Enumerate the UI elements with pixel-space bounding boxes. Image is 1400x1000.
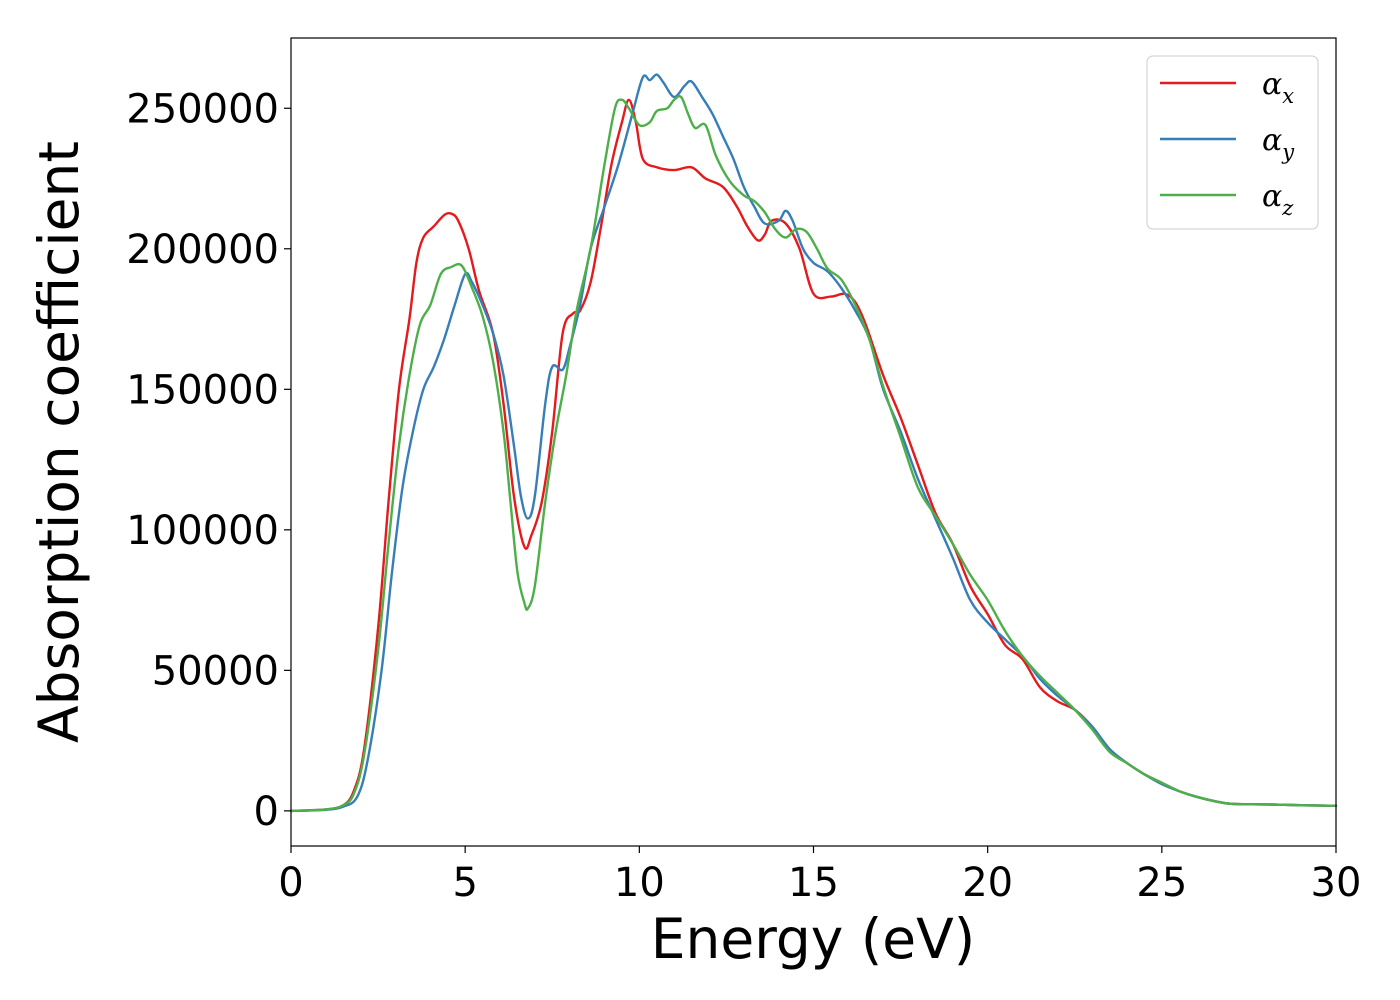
x-axis-title: Energy (eV): [651, 907, 975, 971]
legend-label-z: αz: [1262, 179, 1294, 220]
y-tick-label: 150000: [126, 367, 279, 413]
series-line-z: [289, 95, 1338, 813]
series-line-y: [289, 73, 1338, 813]
y-tick-label: 250000: [126, 86, 279, 132]
x-tick-label: 15: [788, 860, 839, 906]
x-tick-label: 5: [452, 860, 477, 906]
x-tick-label: 10: [614, 860, 665, 906]
x-axis-ticks: 0 5 10 15 20 25 30: [278, 846, 1361, 906]
legend-label-y: αy: [1262, 123, 1295, 164]
y-axis-ticks: 0 50000 100000 150000 200000 250000: [126, 86, 291, 835]
x-tick-label: 20: [962, 860, 1013, 906]
legend-label-x: αx: [1262, 67, 1294, 108]
series-line-x: [289, 98, 1338, 813]
x-tick-label: 25: [1136, 860, 1187, 906]
y-tick-label: 200000: [126, 227, 279, 273]
y-tick-label: 50000: [152, 648, 279, 694]
legend: αx αy αz: [1146, 55, 1319, 230]
legend-box: [1146, 55, 1319, 230]
x-tick-label: 0: [278, 860, 303, 906]
x-tick-label: 30: [1311, 860, 1362, 906]
y-tick-label: 0: [254, 789, 279, 835]
y-axis-title: Absorption coefficient: [27, 141, 91, 743]
plot-lines: [289, 73, 1338, 813]
y-tick-label: 100000: [126, 508, 279, 554]
